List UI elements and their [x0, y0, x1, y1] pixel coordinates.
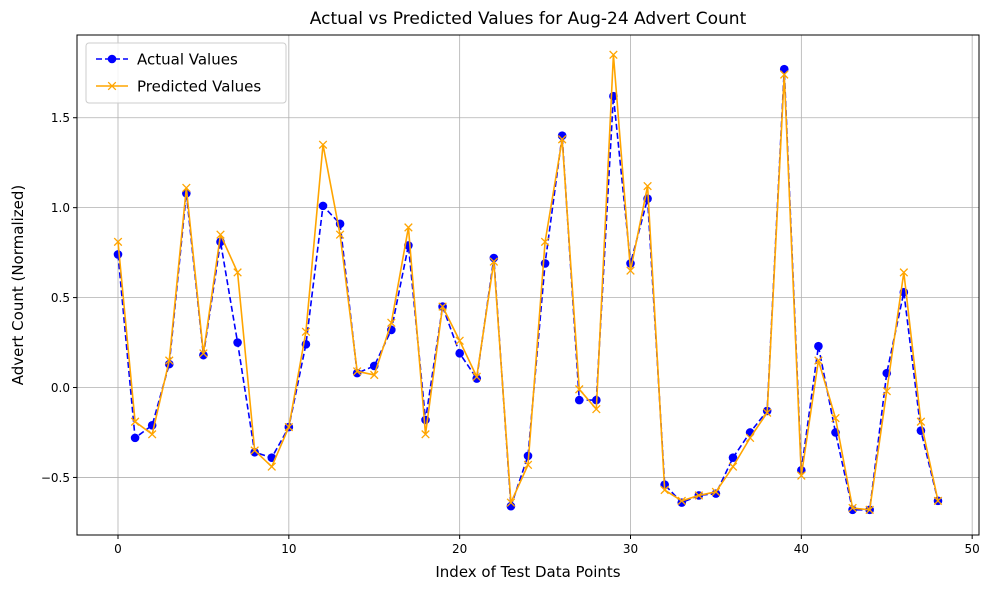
- data-point: [745, 433, 755, 443]
- data-point: [814, 341, 823, 351]
- data-point: [182, 183, 191, 193]
- data-point: [540, 259, 550, 268]
- data-point: [233, 338, 242, 347]
- data-point: [438, 302, 447, 311]
- x-tick-label: 0: [114, 542, 122, 556]
- data-point: [318, 140, 328, 149]
- data-point: [660, 485, 669, 495]
- data-point: [694, 491, 704, 500]
- y-tick-label: 0.0: [51, 381, 70, 395]
- y-axis: −0.5 0.0 0.5 1.0 1.5: [41, 111, 77, 485]
- data-point: [609, 50, 618, 60]
- data-point: [728, 462, 738, 471]
- legend-box: [85, 42, 287, 104]
- data-point: [130, 433, 140, 443]
- data-point: [369, 370, 379, 380]
- legend-label: Actual Values: [137, 51, 238, 69]
- legend-items: Actual Values Predicted Values: [96, 51, 261, 96]
- data-point: [199, 350, 208, 360]
- data-point: [199, 349, 208, 358]
- data-point: [728, 453, 738, 462]
- data-point: [113, 250, 123, 259]
- data-point: [216, 230, 225, 239]
- data-point: [899, 268, 909, 277]
- x-tick-label: 10: [281, 542, 296, 556]
- data-point: [318, 201, 328, 211]
- data-point: [164, 356, 174, 365]
- data-point: [779, 64, 789, 74]
- data-point: [540, 237, 550, 247]
- data-point: [455, 336, 464, 346]
- data-point: [882, 386, 892, 396]
- series-layer: [113, 50, 943, 515]
- data-point: [643, 181, 652, 191]
- data-point: [506, 498, 516, 507]
- data-point: [831, 413, 840, 423]
- x-tick-label: 40: [794, 542, 809, 556]
- data-point: [455, 349, 464, 358]
- data-point: [421, 430, 430, 439]
- legend-entry: Predicted Values: [96, 78, 261, 96]
- y-tick-label: 0.5: [51, 291, 70, 305]
- data-point: [387, 318, 396, 328]
- data-point: [113, 237, 123, 247]
- y-tick-label: 1.0: [51, 201, 70, 215]
- chart-title: Actual vs Predicted Values for Aug-24 Ad…: [310, 9, 747, 29]
- data-point: [250, 447, 259, 457]
- data-point: [677, 496, 687, 506]
- legend-entry: Actual Values: [96, 51, 238, 69]
- legend-marker: [107, 81, 117, 91]
- data-point: [626, 266, 635, 275]
- data-point: [779, 70, 789, 79]
- data-point: [489, 257, 499, 266]
- data-point: [916, 417, 926, 426]
- y-tick-label: 1.5: [51, 111, 70, 125]
- data-point: [574, 395, 584, 405]
- data-point: [711, 487, 721, 497]
- data-point: [472, 372, 482, 381]
- x-tick-label: 50: [965, 542, 980, 556]
- x-tick-label: 30: [623, 542, 638, 556]
- data-point: [762, 408, 772, 417]
- data-point: [352, 367, 362, 376]
- plot-frame: [76, 34, 980, 536]
- data-point: [233, 268, 242, 277]
- data-point: [557, 135, 567, 144]
- data-point: [523, 460, 533, 470]
- data-point: [267, 462, 277, 471]
- data-point: [472, 374, 482, 383]
- data-point: [933, 496, 943, 506]
- data-point: [797, 471, 806, 480]
- data-point: [814, 356, 823, 365]
- grid-lines: [77, 35, 979, 535]
- data-point: [147, 430, 157, 439]
- series-predicted: [113, 50, 943, 515]
- legend-marker: [107, 54, 117, 64]
- data-point: [335, 230, 345, 239]
- data-point: [404, 223, 413, 232]
- data-point: [848, 503, 857, 513]
- x-axis-label: Index of Test Data Points: [435, 563, 620, 581]
- data-point: [865, 505, 874, 515]
- data-point: [250, 446, 259, 455]
- data-point: [284, 422, 294, 432]
- legend-label: Predicted Values: [137, 78, 261, 96]
- x-tick-label: 20: [452, 542, 467, 556]
- data-point: [592, 404, 601, 414]
- data-point: [301, 327, 311, 337]
- y-axis-label: Advert Count (Normalized): [9, 185, 27, 386]
- data-point: [130, 417, 140, 426]
- legend: Actual Values Predicted Values: [85, 42, 287, 104]
- data-point: [574, 385, 584, 394]
- x-axis: 0 10 20 30 40 50: [114, 535, 980, 556]
- y-tick-label: −0.5: [41, 471, 70, 485]
